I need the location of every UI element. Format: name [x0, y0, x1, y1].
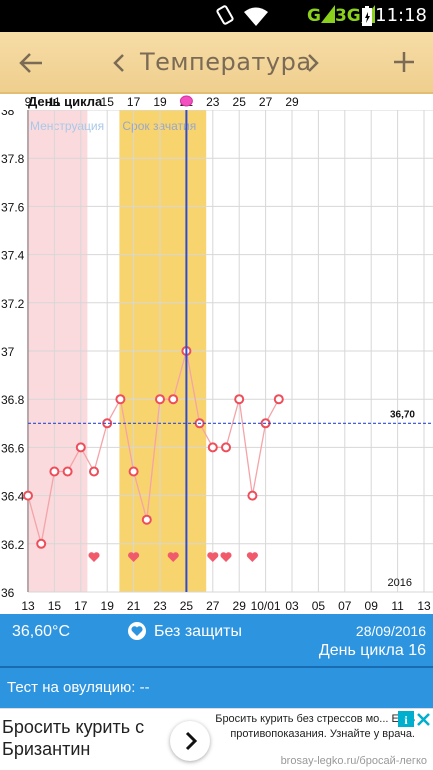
back-arrow-icon[interactable] [18, 50, 44, 76]
ovulation-dot-icon [179, 95, 193, 107]
temperature-point-14[interactable] [207, 442, 218, 453]
heart-circle-icon [128, 622, 146, 640]
temperature-chart[interactable]: Менструация Срок зачатия 36 36.2 36.4 36.6 36… [0, 94, 433, 614]
temperature-point-17[interactable] [247, 490, 258, 501]
band-label-0: Менструация [30, 119, 104, 133]
x-tick-label-12: 07 [338, 599, 352, 613]
temperature-point-0[interactable] [23, 490, 33, 501]
ad-open-button[interactable] [170, 721, 210, 761]
phone-vibrate-icon [216, 5, 234, 25]
cycle-day-label-4: 19 [153, 95, 167, 109]
temperature-point-11[interactable] [168, 394, 179, 405]
status-time: 11:18 [375, 5, 427, 26]
cycle-day-label-9: 29 [285, 95, 299, 109]
y-tick-label-5: 37 [1, 345, 15, 359]
add-icon[interactable] [392, 50, 416, 74]
next-chevron-icon[interactable] [306, 52, 320, 74]
y-tick-label-1: 36.2 [1, 538, 25, 552]
heart-icon-2 [167, 552, 179, 562]
heart-icon-4 [220, 552, 232, 562]
cycle-day-label-2: 15 [101, 95, 115, 109]
signal-icon [320, 5, 335, 23]
selected-temperature: 36,60°C [12, 623, 70, 640]
cycle-day-label-1: 11 [48, 95, 61, 109]
y-tick-label-9: 37.8 [1, 152, 25, 166]
heart-icon-3 [207, 552, 219, 562]
cycle-day-label-7: 25 [233, 95, 247, 109]
ad-body: Бросить курить без стрессов мо... Есть п… [215, 713, 415, 740]
y-tick-label-2: 36.4 [1, 490, 25, 504]
x-tick-label-6: 25 [180, 599, 194, 613]
x-tick-label-14: 11 [391, 599, 404, 613]
reference-label: 36,70 [390, 409, 415, 420]
year-label: 2016 [388, 577, 412, 589]
status-icons [216, 5, 268, 26]
temperature-point-10[interactable] [155, 394, 165, 405]
temperature-point-9[interactable] [141, 514, 152, 525]
temperature-point-4[interactable] [75, 442, 86, 453]
x-tick-label-9: 10/01 [251, 599, 281, 613]
x-tick-label-11: 05 [312, 599, 326, 613]
x-tick-label-10: 03 [285, 599, 299, 613]
x-tick-label-1: 15 [48, 599, 62, 613]
ad-url[interactable]: brosay-legko.ru/бросай-легко [280, 755, 427, 767]
heart-icon-5 [246, 552, 258, 562]
x-tick-label-13: 09 [365, 599, 379, 613]
y-tick-label-4: 36.8 [1, 393, 25, 407]
ad-headline: Бросить курить с Бризантин [2, 717, 145, 759]
y-tick-label-6: 37.2 [1, 297, 25, 311]
network-type: G 3G [307, 5, 375, 26]
ad-banner[interactable]: Бросить курить с Бризантин Бросить курит… [0, 708, 433, 770]
prev-chevron-icon[interactable] [112, 52, 126, 74]
x-tick-label-8: 29 [233, 599, 247, 613]
toolbar: Температура [0, 32, 433, 94]
info-icon[interactable]: i [398, 711, 414, 727]
battery-icon [362, 6, 372, 26]
temperature-point-19[interactable] [273, 394, 284, 405]
selected-cycle-day: День цикла 16 [318, 642, 426, 659]
close-icon[interactable] [417, 713, 430, 726]
temperature-point-2[interactable] [49, 466, 60, 477]
x-tick-label-15: 13 [417, 599, 431, 613]
cycle-day-label-3: 17 [127, 95, 141, 109]
y-tick-label-7: 37.4 [1, 249, 25, 263]
x-tick-label-2: 17 [74, 599, 88, 613]
band-label-1: Срок зачатия [122, 119, 196, 133]
heart-icon-0 [88, 552, 100, 562]
ovulation-test-text: Тест на овуляцию: -- [7, 679, 150, 696]
x-tick-label-5: 23 [153, 599, 167, 613]
page-title: Температура [140, 48, 312, 76]
protection-status: Без защиты [154, 623, 242, 640]
temperature-point-8[interactable] [128, 466, 139, 477]
info-bar[interactable]: 36,60°C Без защиты 28/09/2016 День цикла… [0, 614, 433, 666]
cycle-day-label-8: 27 [259, 95, 273, 109]
x-tick-label-4: 21 [127, 599, 141, 613]
status-bar: G 3G 11:18 [0, 0, 433, 32]
heart-icon-1 [128, 552, 140, 562]
temperature-point-15[interactable] [221, 442, 231, 453]
y-tick-label-0: 36 [1, 586, 15, 600]
temperature-point-7[interactable] [115, 394, 126, 405]
temperature-point-1[interactable] [36, 538, 47, 549]
temperature-point-3[interactable] [62, 466, 73, 477]
temperature-point-5[interactable] [89, 466, 99, 477]
selected-date: 28/09/2016 [355, 623, 426, 639]
wifi-icon [244, 7, 268, 26]
temperature-point-16[interactable] [234, 394, 245, 405]
svg-text:i: i [404, 713, 408, 727]
x-tick-label-7: 27 [206, 599, 220, 613]
y-tick-label-3: 36.6 [1, 441, 25, 455]
ovulation-test-bar[interactable]: Тест на овуляцию: -- [0, 666, 433, 708]
x-tick-label-3: 19 [101, 599, 115, 613]
x-tick-label-0: 13 [21, 599, 35, 613]
ad-controls: i [398, 711, 430, 727]
cycle-day-header: День цикла [28, 94, 103, 109]
y-tick-label-8: 37.6 [1, 200, 25, 214]
chevron-right-icon [185, 731, 198, 751]
cycle-day-label-6: 23 [206, 95, 220, 109]
cycle-day-label-0: 9 [25, 95, 32, 109]
top-header-bg [0, 94, 433, 110]
